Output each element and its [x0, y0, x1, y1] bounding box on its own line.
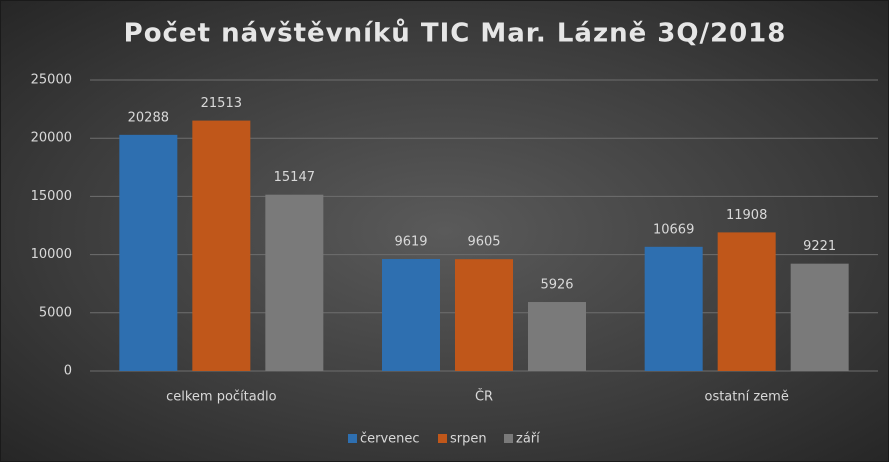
x-tick-label: ČR [475, 389, 493, 405]
legend-swatch [438, 434, 447, 443]
data-label: 9619 [394, 235, 427, 250]
bar [717, 232, 776, 371]
y-tick-label: 15000 [31, 189, 72, 204]
bar [790, 263, 849, 371]
data-label: 10669 [653, 222, 694, 237]
data-label: 11908 [726, 208, 767, 223]
data-label: 15147 [274, 170, 315, 185]
y-tick-label: 0 [64, 364, 72, 379]
legend-swatch [504, 434, 513, 443]
bar [644, 246, 703, 371]
bar [382, 259, 440, 371]
chart-title: Počet návštěvníků TIC Mar. Lázně 3Q/2018 [124, 18, 787, 49]
y-tick-label: 5000 [39, 305, 72, 320]
bar [192, 120, 251, 371]
data-label: 20288 [128, 110, 169, 125]
x-tick-label: ostatní země [704, 390, 788, 405]
bar [265, 194, 324, 371]
data-label: 9605 [467, 235, 500, 250]
legend-label: září [516, 432, 540, 447]
y-tick-label: 25000 [31, 73, 72, 88]
legend-label: červenec [360, 432, 420, 447]
legend-label: srpen [450, 432, 487, 447]
bar [119, 134, 178, 371]
data-label: 9221 [803, 239, 836, 254]
data-label: 21513 [201, 96, 242, 111]
legend-swatch [348, 434, 357, 443]
y-tick-label: 10000 [31, 247, 72, 262]
y-tick-label: 20000 [31, 131, 72, 146]
data-label: 5926 [540, 278, 573, 293]
bar [455, 259, 513, 371]
x-tick-label: celkem počítadlo [166, 390, 277, 405]
bar [528, 302, 586, 371]
